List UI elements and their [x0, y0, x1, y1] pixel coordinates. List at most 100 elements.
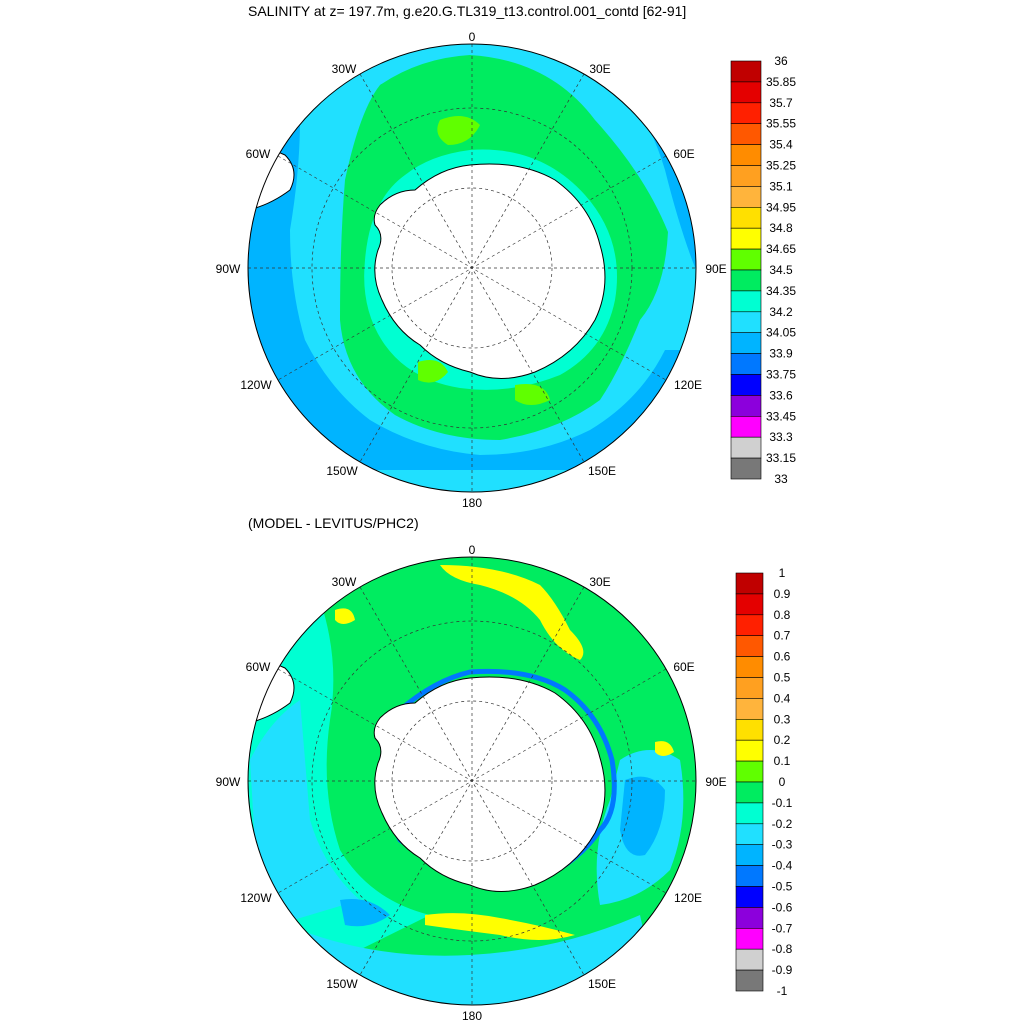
colorbar-level-label: -0.7 [772, 921, 793, 935]
colorbar-swatch [730, 332, 762, 354]
lon-label: 120W [240, 891, 272, 905]
colorbar-level-label: 0.7 [774, 629, 791, 643]
colorbar-level-label: -0.4 [772, 859, 793, 873]
graticule [248, 557, 696, 1005]
colorbar-swatch [730, 186, 762, 208]
colorbar-level-label: -0.6 [772, 900, 793, 914]
colorbar-swatch [735, 948, 764, 971]
colorbar-swatch [735, 760, 764, 783]
colorbar-level-label: 34.05 [766, 326, 796, 340]
lon-label: 60W [246, 660, 271, 674]
lon-label: 150W [326, 977, 358, 991]
colorbar-level-label: 0.3 [774, 712, 791, 726]
colorbar-swatch [730, 144, 762, 166]
colorbar-level-label: 33.6 [769, 388, 793, 402]
positive-anomaly-patch [440, 565, 584, 660]
lon-label: 0 [469, 30, 476, 44]
lon-label: 120E [674, 378, 702, 392]
colorbar-level-label: -1 [777, 984, 788, 998]
colorbar-level-label: 33.9 [769, 347, 793, 361]
negative-anomaly-south-deep [340, 899, 390, 927]
lon-label: 60E [673, 660, 694, 674]
lon-label: 150W [326, 464, 358, 478]
lon-label: 120E [674, 891, 702, 905]
colorbar-swatch [735, 614, 764, 636]
colorbar-level-label: 33.15 [766, 451, 796, 465]
colorbar-level-label: -0.1 [772, 796, 793, 810]
colorbar-swatch [730, 60, 762, 83]
colorbar-swatch [735, 907, 764, 929]
colorbar-level-label: 36 [774, 54, 788, 68]
colorbar-level-label: -0.2 [772, 817, 793, 831]
colorbar-level-label: 34.8 [769, 221, 793, 235]
negative-anomaly-west-deep [250, 700, 360, 930]
colorbar-level-label: 33 [774, 472, 788, 486]
colorbar-swatch [735, 781, 764, 804]
colorbar-level-label: -0.9 [772, 963, 793, 977]
colorbar-level-label: 0.5 [774, 671, 791, 685]
colorbar-level-label: 34.5 [769, 263, 793, 277]
colorbar-swatch [730, 374, 762, 396]
colorbar-swatch [735, 802, 764, 825]
antarctica-landmass [373, 163, 606, 379]
colorbar-swatch [730, 457, 762, 480]
colorbar-level-label: 33.75 [766, 368, 796, 382]
colorbar-swatch [735, 635, 764, 657]
colorbar-swatch [730, 415, 762, 438]
colorbar-swatch [735, 886, 764, 908]
colorbar-level-label: 1 [779, 566, 786, 580]
positive-anomaly-patch [335, 608, 355, 624]
colorbar-level-label: 35.7 [769, 96, 793, 110]
lon-label: 90E [705, 262, 726, 276]
colorbar-swatch [730, 290, 762, 313]
colorbar-swatch [735, 739, 764, 762]
negative-anomaly-south [290, 915, 660, 1005]
colorbar-swatch [730, 269, 762, 292]
colorbar-level-label: 0.2 [774, 733, 791, 747]
antarctica-landmass [373, 676, 606, 892]
colorbar-level-label: 35.25 [766, 159, 796, 173]
map-boundary [247, 43, 697, 493]
colorbar-swatch [735, 656, 764, 678]
colorbar-level-label: -0.5 [772, 880, 793, 894]
lon-label: 0 [469, 543, 476, 557]
map-title-difference: (MODEL - LEVITUS/PHC2) [248, 515, 419, 531]
graticule [248, 44, 696, 492]
colorbar-swatch [730, 165, 762, 187]
saline-patch [437, 116, 480, 145]
colorbar-swatch [730, 395, 762, 417]
colorbar-swatch [730, 81, 762, 104]
colorbar-swatch [735, 865, 764, 887]
colorbar-swatch [735, 844, 764, 866]
colorbar-level-label: 34.35 [766, 284, 796, 298]
colorbar-level-label: 35.1 [769, 179, 793, 193]
colorbar-swatch [730, 353, 762, 375]
colorbar-swatch [735, 718, 764, 741]
colorbar-level-label: 0.1 [774, 754, 791, 768]
colorbar-level-label: -0.3 [772, 838, 793, 852]
salinity-colorbar: 36 35.85 35.7 35.55 35.4 35.25 35.1 34.95 34.8 34… [730, 54, 796, 486]
colorbar-level-label: 33.3 [769, 430, 793, 444]
colorbar-swatch [735, 572, 764, 595]
lon-label: 150E [588, 464, 616, 478]
colorbar-swatch [730, 227, 762, 250]
lon-label: 180 [462, 496, 482, 510]
negative-anomaly-east-deep [620, 776, 665, 856]
colorbar-level-label: 35.85 [766, 75, 796, 89]
colorbar-level-label: 35.55 [766, 117, 796, 131]
colorbar-level-label: 34.95 [766, 200, 796, 214]
lon-label: 120W [240, 378, 272, 392]
colorbar-swatch [730, 248, 762, 271]
difference-map: 0 30E 60E 90E 120E 150E 180 150W 120W 90… [216, 543, 793, 1023]
lon-label: 30E [589, 575, 610, 589]
map-title-salinity: SALINITY at z= 197.7m, g.e20.G.TL319_t13… [248, 3, 687, 19]
colorbar-level-label: 33.45 [766, 409, 796, 423]
lon-label: 90W [216, 775, 241, 789]
colorbar-swatch [730, 207, 762, 229]
colorbar-swatch [730, 102, 762, 125]
colorbar-swatch [730, 311, 762, 333]
colorbar-swatch [735, 677, 764, 699]
lon-label: 30W [332, 575, 357, 589]
colorbar-level-label: 0.4 [774, 691, 791, 705]
